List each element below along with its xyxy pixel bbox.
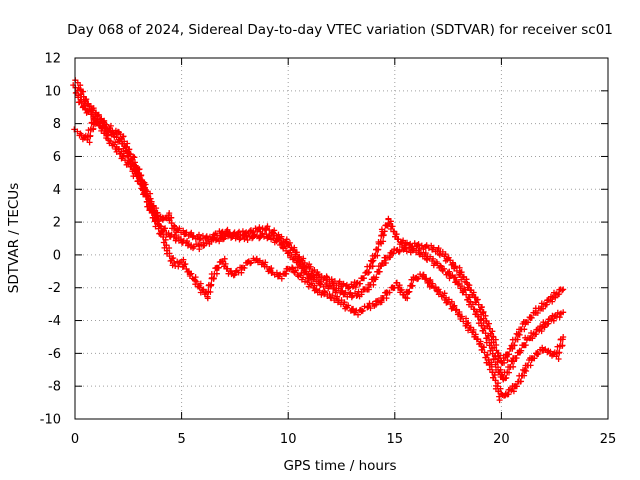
y-tick-label: 10 [44, 84, 61, 99]
x-axis-title: GPS time / hours [283, 458, 396, 474]
y-tick-label: 12 [44, 52, 61, 67]
plot-border [74, 57, 609, 420]
x-axis-ticks: 0 5 10 15 20 25 [71, 58, 616, 447]
x-tick-label: 0 [71, 432, 79, 447]
x-tick-label: 10 [280, 432, 297, 447]
data-points [70, 77, 567, 404]
y-tick-label: 2 [53, 216, 61, 231]
y-tick-label: 6 [53, 150, 61, 165]
x-tick-label: 25 [600, 432, 617, 447]
y-tick-label: 0 [53, 248, 61, 263]
y-axis-title: SDTVAR / TECUs [6, 183, 22, 293]
y-tick-label: -6 [48, 347, 61, 362]
y-tick-label: 4 [53, 183, 61, 198]
y-tick-label: 8 [53, 117, 61, 132]
x-tick-label: 5 [177, 432, 185, 447]
y-axis-ticks: -10 -8 -6 -4 -2 0 2 4 6 8 10 12 [40, 52, 608, 428]
x-tick-label: 20 [493, 432, 510, 447]
y-tick-label: -8 [48, 380, 61, 395]
x-tick-label: 15 [387, 432, 404, 447]
data-series-sdtvar-lower [71, 116, 567, 404]
chart-title: Day 068 of 2024, Sidereal Day-to-day VTE… [67, 22, 613, 38]
y-tick-label: -4 [48, 314, 61, 329]
y-tick-label: -10 [40, 413, 61, 428]
y-tick-label: -2 [48, 281, 61, 296]
